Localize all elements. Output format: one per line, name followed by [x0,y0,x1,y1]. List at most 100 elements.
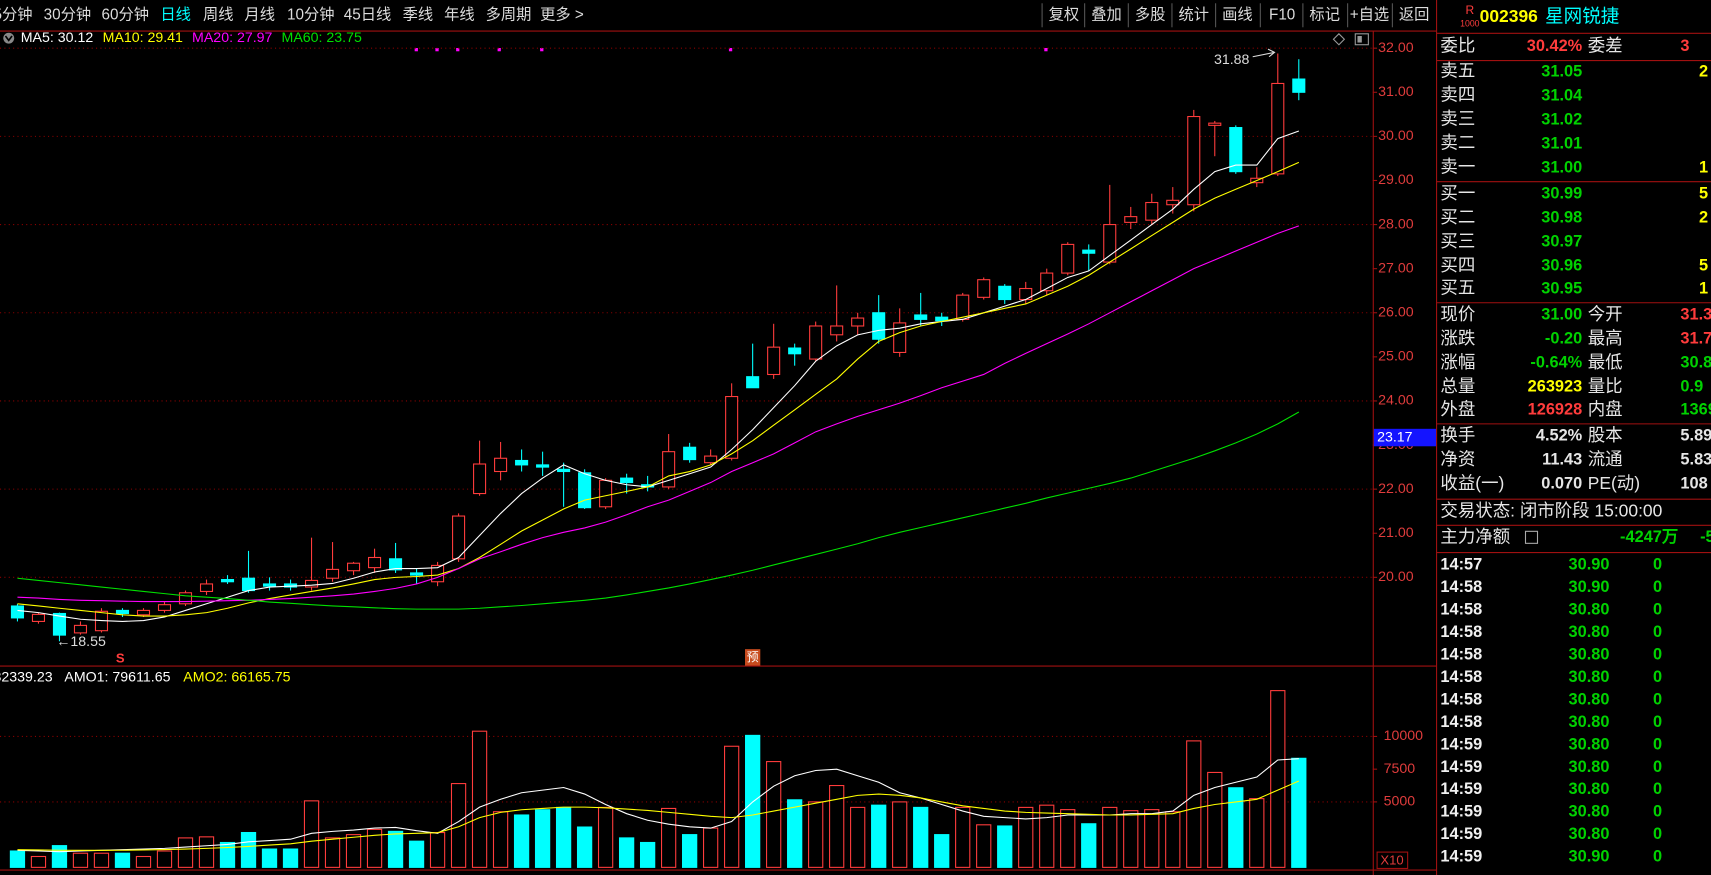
row-value: 263923 [1528,378,1583,396]
volume-bar [997,825,1013,868]
candle-body [872,312,886,340]
tool-button[interactable]: 统计 [1178,6,1209,23]
trade-status: 交易状态: 闭市阶段 15:00:00 [1440,500,1662,520]
volume-bar [1039,804,1055,868]
settings-icon[interactable] [3,32,15,44]
candle-body [1082,249,1096,254]
row-value: 31.01 [1541,134,1582,152]
volume-bar [724,745,740,868]
tool-button[interactable]: 叠加 [1091,6,1122,23]
trade-price: 30.80 [1569,690,1610,708]
volume-bar [534,809,551,868]
trade-time: 14:58 [1440,645,1482,663]
row-value: -0.20 [1545,330,1582,348]
flow-icon[interactable] [1524,530,1539,544]
row-value-2: 30.8 [1680,354,1711,372]
candle-body [935,316,949,322]
period-tab[interactable]: 10分钟 [287,6,335,23]
volume-bar [787,799,803,868]
candle-body [10,605,25,619]
candle-body [977,279,991,298]
row-value-2: 2 [1699,209,1708,227]
row-label: 外盘 [1440,399,1475,419]
row-value-2: 2 [1699,62,1708,80]
volume-ma-line [17,780,1300,851]
period-tab[interactable]: 45日线 [344,6,392,23]
trade-price: 30.90 [1569,555,1610,573]
volume-bar [1018,806,1034,868]
trade-price: 30.90 [1569,578,1610,596]
tool-button[interactable]: 画线 [1222,6,1253,23]
period-tab[interactable]: 日线 [160,6,191,23]
tool-button[interactable]: 复权 [1049,6,1080,23]
volume-bar [1144,809,1160,868]
row-label-2: 今开 [1588,304,1623,324]
candle-body [241,577,256,592]
candle-body [1271,82,1285,175]
row-label-2: 股本 [1588,425,1623,445]
candle-body [178,592,193,605]
badge-sub: 1000 [1460,18,1480,28]
stock-code: 002396 [1480,6,1538,26]
row-value: 0.070 [1541,475,1582,493]
tool-button[interactable]: +自选 [1350,6,1389,23]
period-tab[interactable]: 月线 [244,6,275,23]
volume-bar [1228,787,1244,868]
period-tab[interactable]: 周线 [203,6,234,23]
tool-button[interactable]: F10 [1269,6,1295,23]
tool-button[interactable]: 返回 [1399,6,1430,23]
trade-price: 30.80 [1569,758,1610,776]
volume-bar [871,804,887,868]
candle-body [1124,216,1138,223]
period-tab[interactable]: 60分钟 [101,6,149,23]
row-value-2: 31.3 [1680,306,1711,324]
volume-bar [1060,809,1076,868]
volume-bar [766,761,782,868]
volume-bar [808,801,824,868]
tool-button[interactable]: 多股 [1135,6,1166,23]
tool-button[interactable]: 标记 [1309,6,1340,23]
window-icon[interactable] [1354,33,1369,46]
volume-bar [366,828,383,868]
period-tab[interactable]: 季线 [403,6,434,23]
row-value-2: 5.83 [1680,451,1711,469]
row-value: 31.05 [1541,62,1582,80]
row-value: 4.52% [1536,427,1583,445]
row-label: 买四 [1440,255,1475,275]
row-label: 总量 [1440,376,1475,396]
volume-bar [850,806,866,868]
volume-legend: 32339.23 [0,669,53,685]
row-label-2: 最低 [1588,352,1623,372]
candle-body [52,612,67,636]
unit-label: X10 [1380,852,1403,867]
diamond-icon[interactable] [1332,33,1346,46]
candle-body [956,294,970,320]
volume-bar [576,826,593,868]
trade-volume: 0 [1653,555,1662,573]
trade-time: 14:58 [1440,668,1482,686]
row-label: 收益(一) [1440,473,1504,493]
quote-separators [1436,32,1711,554]
event-dot [1044,48,1048,52]
candle-body [1103,224,1117,263]
trade-volume: 0 [1653,848,1662,866]
period-tab[interactable]: 更多 > [540,6,584,23]
candle-body [620,477,634,484]
trade-time: 14:59 [1440,825,1482,843]
row-label: 买一 [1440,183,1475,203]
trade-price: 30.80 [1569,645,1610,663]
candle-body [1229,127,1243,173]
y-tick-label: 21.00 [1378,525,1414,541]
period-tab[interactable]: 5分钟 [0,6,32,23]
candle-body [368,556,382,569]
row-value-2: 5 [1699,185,1708,203]
candle-body [304,579,319,588]
volume-bar [492,811,509,868]
period-tab[interactable]: 30分钟 [44,6,92,23]
candle-body [1166,199,1180,206]
period-tab[interactable]: 年线 [444,6,475,23]
period-tab[interactable]: 多周期 [486,6,532,23]
candle-body [473,463,487,495]
high-label: 31.88 [1214,52,1250,68]
row-label-2: PE(动) [1588,473,1640,493]
